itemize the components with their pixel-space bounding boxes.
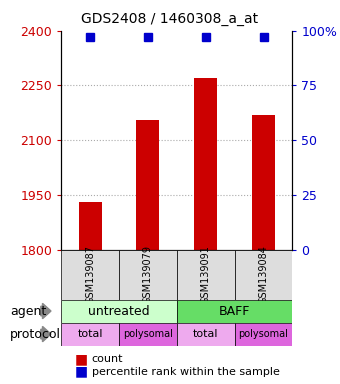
Bar [136,120,159,250]
FancyBboxPatch shape [119,250,177,300]
Text: BAFF: BAFF [219,305,250,318]
Bar [79,202,102,250]
Text: GSM139087: GSM139087 [85,245,95,304]
FancyBboxPatch shape [61,300,177,323]
FancyBboxPatch shape [61,323,119,346]
Text: ■: ■ [75,365,88,379]
Text: ■: ■ [75,352,88,366]
Text: total: total [193,329,219,339]
FancyBboxPatch shape [235,250,292,300]
Text: protocol: protocol [10,328,61,341]
FancyBboxPatch shape [177,323,235,346]
Text: agent: agent [10,305,47,318]
Bar [194,78,217,250]
FancyBboxPatch shape [61,250,119,300]
FancyBboxPatch shape [235,323,292,346]
Text: GSM139079: GSM139079 [143,245,153,304]
Text: GSM139084: GSM139084 [258,245,269,304]
Text: GDS2408 / 1460308_a_at: GDS2408 / 1460308_a_at [82,12,258,25]
Text: GSM139091: GSM139091 [201,245,211,304]
Text: polysomal: polysomal [123,329,173,339]
FancyBboxPatch shape [177,300,292,323]
Bar [252,115,275,250]
Text: untreated: untreated [88,305,150,318]
FancyArrow shape [41,326,51,342]
Text: polysomal: polysomal [239,329,288,339]
Text: total: total [77,329,103,339]
FancyArrow shape [41,303,51,319]
FancyBboxPatch shape [177,250,235,300]
FancyBboxPatch shape [119,323,177,346]
Text: percentile rank within the sample: percentile rank within the sample [92,367,280,377]
Text: count: count [92,354,123,364]
